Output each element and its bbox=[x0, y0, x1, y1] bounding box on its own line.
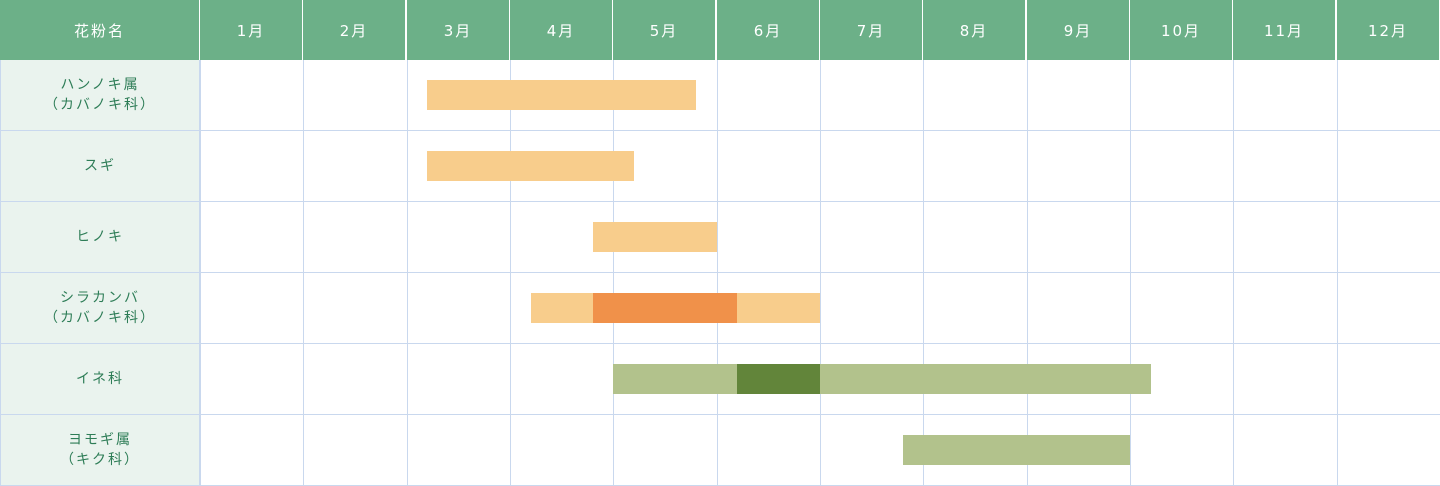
season-bar-grass_season bbox=[902, 435, 1130, 465]
grid-line-vertical bbox=[613, 60, 614, 486]
grid-line-vertical bbox=[717, 60, 718, 486]
pollen-name-text: ヨモギ属 bbox=[68, 432, 132, 448]
pollen-name-cell: イネ科 bbox=[0, 344, 200, 415]
pollen-name-text: スギ bbox=[84, 158, 116, 174]
grid-line-vertical bbox=[923, 60, 924, 486]
season-bar-grass_peak bbox=[737, 364, 820, 394]
pollen-name-text: シラカンバ bbox=[60, 290, 140, 306]
grid-line-vertical bbox=[510, 60, 511, 486]
grid-line-vertical bbox=[200, 60, 201, 486]
month-header: 7月 bbox=[820, 0, 923, 60]
grid-line-vertical bbox=[820, 60, 821, 486]
pollen-name-text: （カバノキ科） bbox=[44, 97, 156, 113]
grid-line-vertical bbox=[303, 60, 304, 486]
grid-line-vertical bbox=[1337, 60, 1338, 486]
month-header: 5月 bbox=[613, 0, 716, 60]
grid-line-vertical bbox=[1130, 60, 1131, 486]
month-header: 4月 bbox=[510, 0, 613, 60]
month-header: 2月 bbox=[303, 0, 406, 60]
pollen-name-cell: ヒノキ bbox=[0, 202, 200, 273]
month-header: 6月 bbox=[717, 0, 820, 60]
pollen-name-text: （キク科） bbox=[60, 452, 140, 468]
grid-line-horizontal bbox=[200, 414, 1440, 415]
month-header: 10月 bbox=[1130, 0, 1233, 60]
header-pollen-name: 花粉名 bbox=[0, 0, 200, 60]
grid-line-vertical bbox=[407, 60, 408, 486]
month-header: 9月 bbox=[1027, 0, 1130, 60]
season-bar-tree_season bbox=[592, 222, 717, 252]
month-header: 3月 bbox=[407, 0, 510, 60]
pollen-name-text: ヒノキ bbox=[76, 229, 124, 245]
pollen-name-cell: シラカンバ （カバノキ科） bbox=[0, 273, 200, 344]
month-header: 8月 bbox=[923, 0, 1026, 60]
pollen-name-text: イネ科 bbox=[76, 371, 124, 387]
grid-line-vertical bbox=[1233, 60, 1234, 486]
grid-line-vertical bbox=[1027, 60, 1028, 486]
pollen-name-cell: ハンノキ属 （カバノキ科） bbox=[0, 60, 200, 131]
month-header: 12月 bbox=[1337, 0, 1440, 60]
season-bar-tree_season bbox=[427, 151, 634, 181]
grid-line-horizontal bbox=[200, 272, 1440, 273]
pollen-name-text: ハンノキ属 bbox=[60, 77, 140, 93]
pollen-name-cell: ヨモギ属 （キク科） bbox=[0, 415, 200, 486]
grid-line-horizontal bbox=[200, 130, 1440, 131]
month-header: 11月 bbox=[1233, 0, 1336, 60]
season-bar-tree_peak bbox=[592, 293, 738, 323]
grid-line-horizontal bbox=[200, 343, 1440, 344]
month-header: 1月 bbox=[200, 0, 303, 60]
pollen-name-text: （カバノキ科） bbox=[44, 310, 156, 326]
pollen-name-cell: スギ bbox=[0, 131, 200, 202]
season-bar-tree_season bbox=[427, 80, 696, 110]
season-bar-grass_season bbox=[613, 364, 1151, 394]
grid-line-horizontal bbox=[200, 201, 1440, 202]
